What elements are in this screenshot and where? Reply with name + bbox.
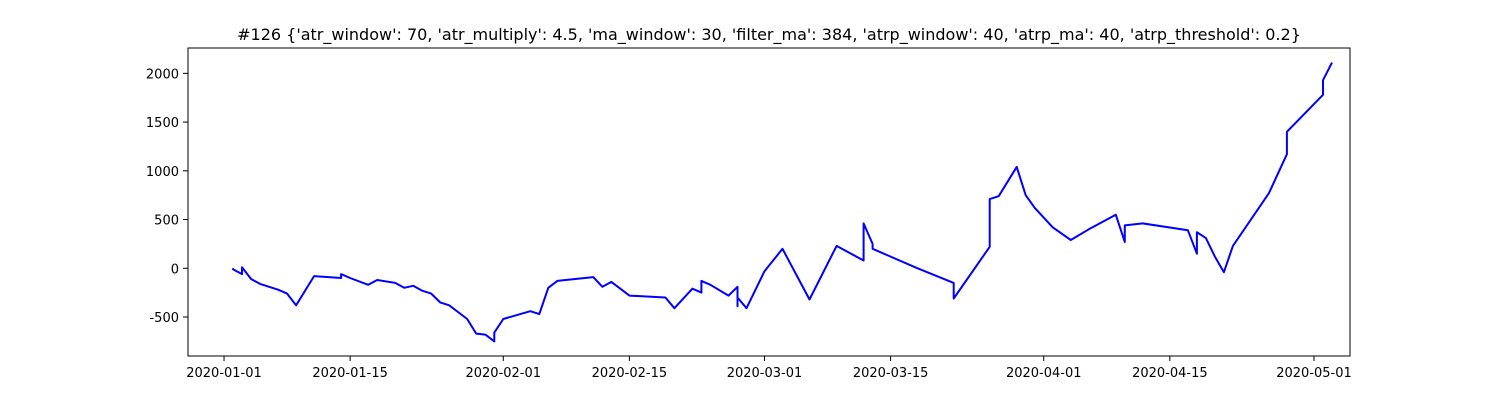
y-axis: -500 0 500 1000 1500 2000 [146, 67, 188, 326]
y-tick-label: 2000 [146, 67, 179, 82]
x-tick-label: 2020-02-01 [465, 366, 541, 381]
chart-title: #126 {'atr_window': 70, 'atr_multiply': … [237, 25, 1301, 45]
x-tick-label: 2020-05-01 [1276, 366, 1352, 381]
y-tick-label: 1500 [146, 116, 179, 131]
x-tick-label: 2020-01-01 [186, 366, 262, 381]
x-tick-label: 2020-03-01 [727, 366, 803, 381]
plot-frame [187, 47, 1351, 357]
equity-line [232, 62, 1333, 343]
x-tick-label: 2020-02-15 [592, 366, 668, 381]
y-tick-label: 500 [154, 214, 179, 229]
x-tick-label: 2020-01-15 [312, 366, 388, 381]
y-tick-label: 1000 [146, 165, 179, 180]
x-tick-label: 2020-04-15 [1132, 366, 1208, 381]
y-tick-label: -500 [149, 311, 179, 326]
y-tick-label: 0 [171, 262, 179, 277]
x-tick-label: 2020-04-01 [1006, 366, 1082, 381]
x-axis: 2020-01-01 2020-01-15 2020-02-01 2020-02-15… [186, 356, 1352, 381]
x-tick-label: 2020-03-15 [853, 366, 929, 381]
